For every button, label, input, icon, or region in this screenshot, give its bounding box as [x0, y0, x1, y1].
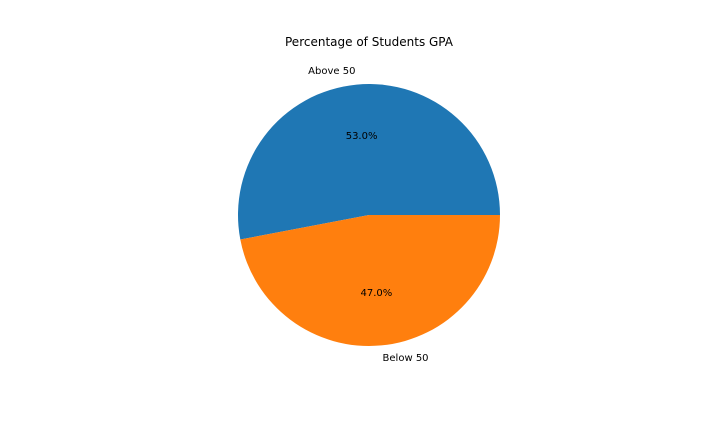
pie-slice-1: [240, 215, 500, 347]
slice-category-label-0: Above 50: [308, 66, 355, 77]
chart-title: Percentage of Students GPA: [285, 35, 454, 49]
slice-percent-label-0: 53.0%: [346, 131, 378, 142]
slice-percent-label-1: 47.0%: [361, 288, 393, 299]
pie-slice-0: [238, 84, 500, 240]
pie-labels: 53.0% Above 50 47.0% Below 50: [308, 66, 428, 364]
pie-slices: [238, 84, 500, 347]
slice-category-label-1: Below 50: [383, 353, 429, 364]
